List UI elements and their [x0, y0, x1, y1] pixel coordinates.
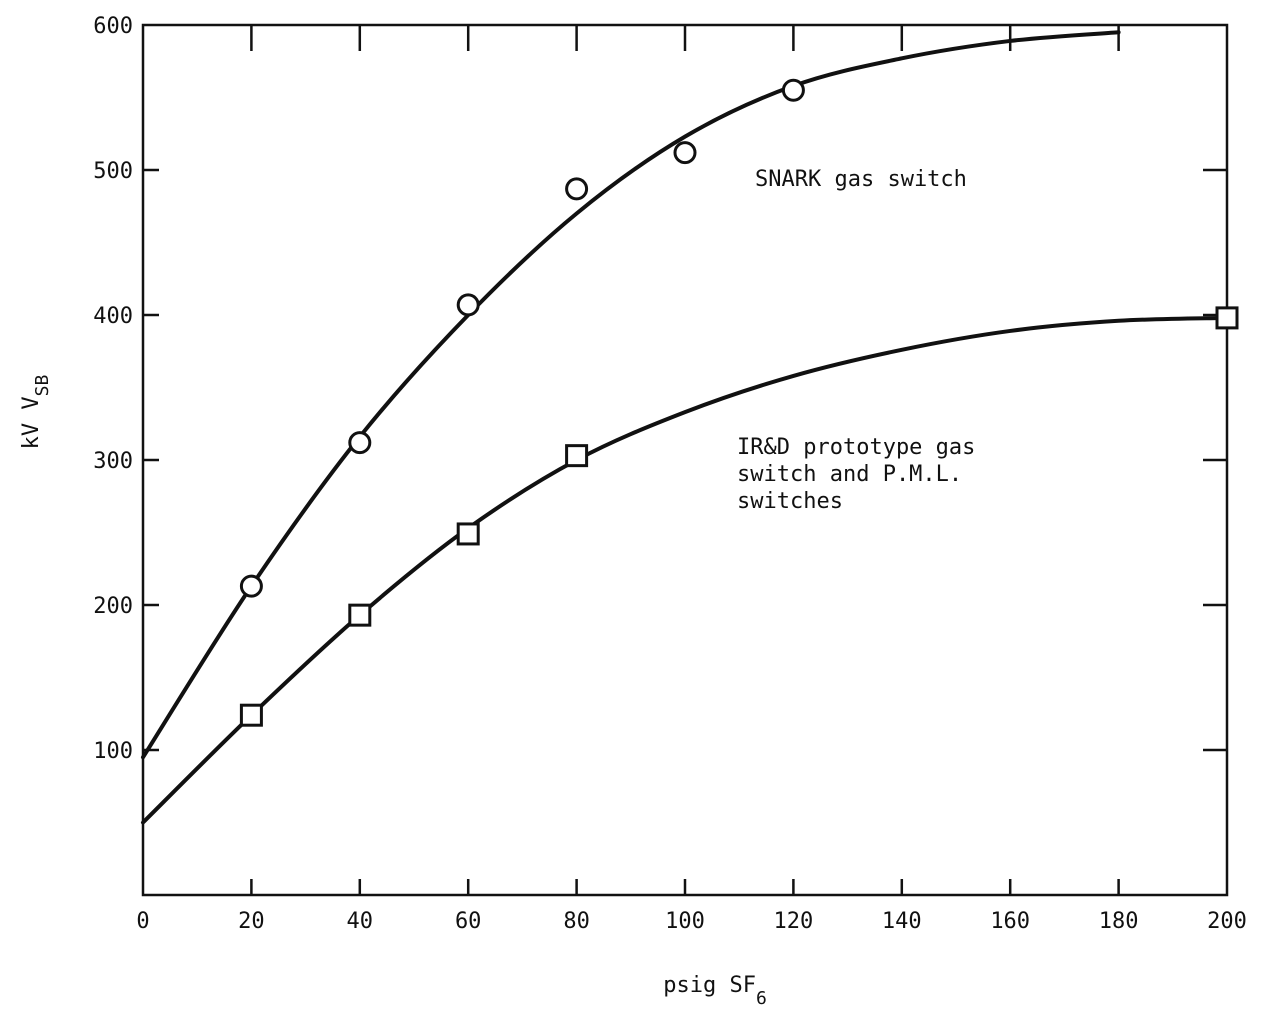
- square-marker: [1215, 306, 1239, 330]
- series-curve-1: [141, 315, 1229, 825]
- x-tick-label: 180: [1099, 909, 1139, 934]
- x-tick-label: 60: [455, 909, 482, 934]
- x-tick-label: 200: [1207, 909, 1247, 934]
- square-marker: [456, 522, 480, 546]
- annotation-snark-line: SNARK gas switch: [755, 167, 967, 192]
- x-tick-label: 100: [665, 909, 705, 934]
- x-tick-label: 140: [882, 909, 922, 934]
- y-tick-label: 400: [93, 304, 133, 329]
- x-tick-label: 20: [238, 909, 265, 934]
- y-tick-label: 200: [93, 594, 133, 619]
- circle-marker: [456, 293, 480, 317]
- annotation-ird-line: switches: [737, 489, 843, 514]
- x-tick-label: 80: [563, 909, 590, 934]
- circle-marker: [348, 431, 372, 455]
- square-marker: [348, 603, 372, 627]
- y-axis-title-text: kV V: [19, 396, 44, 449]
- y-tick-label: 100: [93, 739, 133, 764]
- y-axis-title-subscript: SB: [32, 375, 53, 397]
- series-curve-0: [141, 30, 1121, 760]
- circle-marker: [565, 177, 589, 201]
- data-curves: [141, 30, 1229, 825]
- y-tick-label: 500: [93, 159, 133, 184]
- x-axis-title-subscript: 6: [756, 988, 767, 1009]
- x-tick-label: 40: [347, 909, 374, 934]
- square-marker: [239, 703, 263, 727]
- circle-marker: [239, 574, 263, 598]
- x-axis-title-text: psig SF: [663, 973, 756, 998]
- y-axis-title: kV VSB: [19, 375, 53, 450]
- circle-marker: [781, 78, 805, 102]
- annotation-ird-line: switch and P.M.L.: [737, 462, 962, 487]
- y-tick-label: 600: [93, 14, 133, 39]
- data-markers: [239, 78, 1239, 727]
- x-tick-label: 0: [136, 909, 149, 934]
- y-tick-label: 300: [93, 449, 133, 474]
- x-tick-label: 160: [990, 909, 1030, 934]
- annotation-ird: IR&D prototype gas switch and P.M.L. swi…: [737, 435, 989, 514]
- circle-marker: [673, 141, 697, 165]
- axis-ticks: 0 20 40 60 80 100 120 140 160 180 200 100 200 300 400 5…: [93, 14, 1247, 934]
- x-axis-title: psig SF6: [663, 973, 767, 1009]
- x-tick-label: 120: [774, 909, 814, 934]
- annotations: SNARK gas switch IR&D prototype gas swit…: [737, 167, 989, 514]
- annotation-snark: SNARK gas switch: [755, 167, 967, 192]
- square-marker: [565, 444, 589, 468]
- annotation-ird-line: IR&D prototype gas: [737, 435, 975, 460]
